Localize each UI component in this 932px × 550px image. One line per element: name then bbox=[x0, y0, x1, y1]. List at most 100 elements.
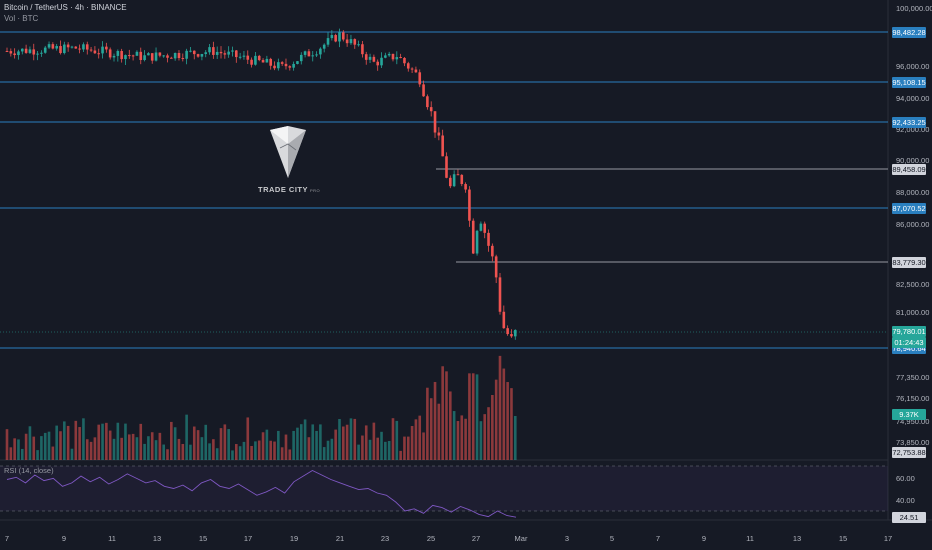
volume-bar bbox=[246, 417, 250, 460]
volume-bar bbox=[445, 371, 448, 460]
volume-bar bbox=[284, 434, 288, 460]
volume-bar bbox=[261, 432, 265, 460]
volume-bar bbox=[112, 438, 116, 460]
volume-bar bbox=[150, 432, 154, 460]
candle-body bbox=[368, 56, 372, 60]
candle-body bbox=[380, 57, 383, 66]
volume-bar bbox=[441, 366, 444, 460]
candle-body bbox=[246, 55, 250, 60]
volume-bar bbox=[376, 437, 380, 460]
last-price-badge: 79,780.01 bbox=[892, 325, 926, 337]
candle-body bbox=[384, 55, 387, 58]
volume-bar bbox=[162, 444, 165, 460]
candle-body bbox=[97, 53, 101, 55]
volume-badge: 9.37K bbox=[892, 408, 926, 420]
volume-bar bbox=[384, 441, 387, 460]
candle-body bbox=[85, 44, 89, 50]
candle-body bbox=[307, 51, 311, 57]
volume-bar bbox=[395, 420, 399, 460]
volume-bar bbox=[471, 373, 475, 460]
volume-bar bbox=[116, 422, 120, 460]
candle-body bbox=[219, 51, 223, 54]
candle-body bbox=[315, 54, 318, 56]
candle-body bbox=[464, 184, 467, 190]
volume-bar bbox=[322, 447, 326, 460]
candle-body bbox=[269, 58, 272, 66]
candle-body bbox=[456, 174, 460, 176]
time-tick-label: 23 bbox=[381, 534, 389, 543]
volume-bar bbox=[173, 427, 177, 460]
volume-bar bbox=[250, 445, 253, 460]
candle-body bbox=[433, 111, 437, 133]
time-tick-label: 9 bbox=[62, 534, 66, 543]
candle-body bbox=[20, 48, 24, 52]
candle-body bbox=[120, 51, 123, 60]
candle-body bbox=[93, 50, 97, 54]
volume-bar bbox=[406, 436, 410, 460]
candle-body bbox=[204, 52, 208, 55]
volume-bar bbox=[452, 411, 456, 460]
candle-body bbox=[231, 50, 234, 52]
candle-body bbox=[468, 189, 471, 221]
time-tick-label: 3 bbox=[565, 534, 569, 543]
volume-bar bbox=[135, 437, 139, 460]
volume-bar bbox=[24, 433, 28, 460]
rsi-line bbox=[6, 469, 517, 518]
candle-body bbox=[154, 52, 158, 61]
time-tick-label: 27 bbox=[472, 534, 480, 543]
candle-body bbox=[78, 48, 81, 50]
volume-bar bbox=[70, 448, 74, 460]
volume-bar bbox=[296, 427, 299, 460]
time-tick-label: 11 bbox=[108, 534, 116, 543]
candle-body bbox=[139, 51, 143, 61]
volume-bar bbox=[147, 436, 150, 460]
candle-body bbox=[32, 49, 36, 55]
time-tick-label: 17 bbox=[244, 534, 252, 543]
candle-body bbox=[242, 55, 246, 57]
volume-bar bbox=[414, 419, 418, 460]
volume-bar bbox=[212, 439, 215, 460]
volume-bar bbox=[242, 441, 246, 460]
volume-bar bbox=[93, 437, 97, 460]
volume-bar bbox=[120, 437, 123, 460]
volume-bar bbox=[460, 415, 464, 460]
candle-body bbox=[143, 55, 146, 61]
time-tick-label: 15 bbox=[199, 534, 207, 543]
time-tick-label: Mar bbox=[515, 534, 528, 543]
candle-body bbox=[261, 60, 265, 63]
volume-bar bbox=[185, 414, 188, 460]
candle-body bbox=[429, 107, 433, 112]
candle-body bbox=[47, 44, 51, 48]
volume-bar bbox=[315, 430, 318, 460]
candle-body bbox=[189, 50, 192, 52]
volume-bar bbox=[277, 430, 280, 460]
candle-body bbox=[471, 220, 475, 254]
price-tick-label: 77,350.00 bbox=[896, 373, 929, 382]
volume-bar bbox=[288, 449, 292, 460]
volume-bar bbox=[43, 432, 47, 460]
candle-body bbox=[288, 66, 292, 68]
volume-bar bbox=[192, 426, 196, 460]
candle-body bbox=[449, 177, 452, 187]
candle-body bbox=[74, 46, 78, 49]
volume-bar bbox=[139, 423, 143, 460]
candle-body bbox=[5, 51, 9, 53]
volume-bar bbox=[105, 422, 108, 460]
volume-bar bbox=[177, 438, 181, 460]
time-tick-label: 21 bbox=[336, 534, 344, 543]
price-tick-label: 94,000.00 bbox=[896, 94, 929, 103]
logo-icon bbox=[270, 126, 306, 178]
volume-bar bbox=[208, 443, 211, 460]
candle-body bbox=[475, 230, 479, 254]
volume-bar bbox=[59, 431, 62, 460]
candle-body bbox=[391, 53, 395, 60]
candle-body bbox=[277, 62, 280, 69]
candle-body bbox=[513, 329, 517, 337]
candle-body bbox=[13, 53, 16, 56]
candle-body bbox=[208, 47, 211, 53]
volume-bar bbox=[349, 418, 353, 460]
volume-bar bbox=[20, 448, 24, 460]
volume-bar bbox=[127, 434, 131, 460]
candle-body bbox=[403, 57, 406, 64]
